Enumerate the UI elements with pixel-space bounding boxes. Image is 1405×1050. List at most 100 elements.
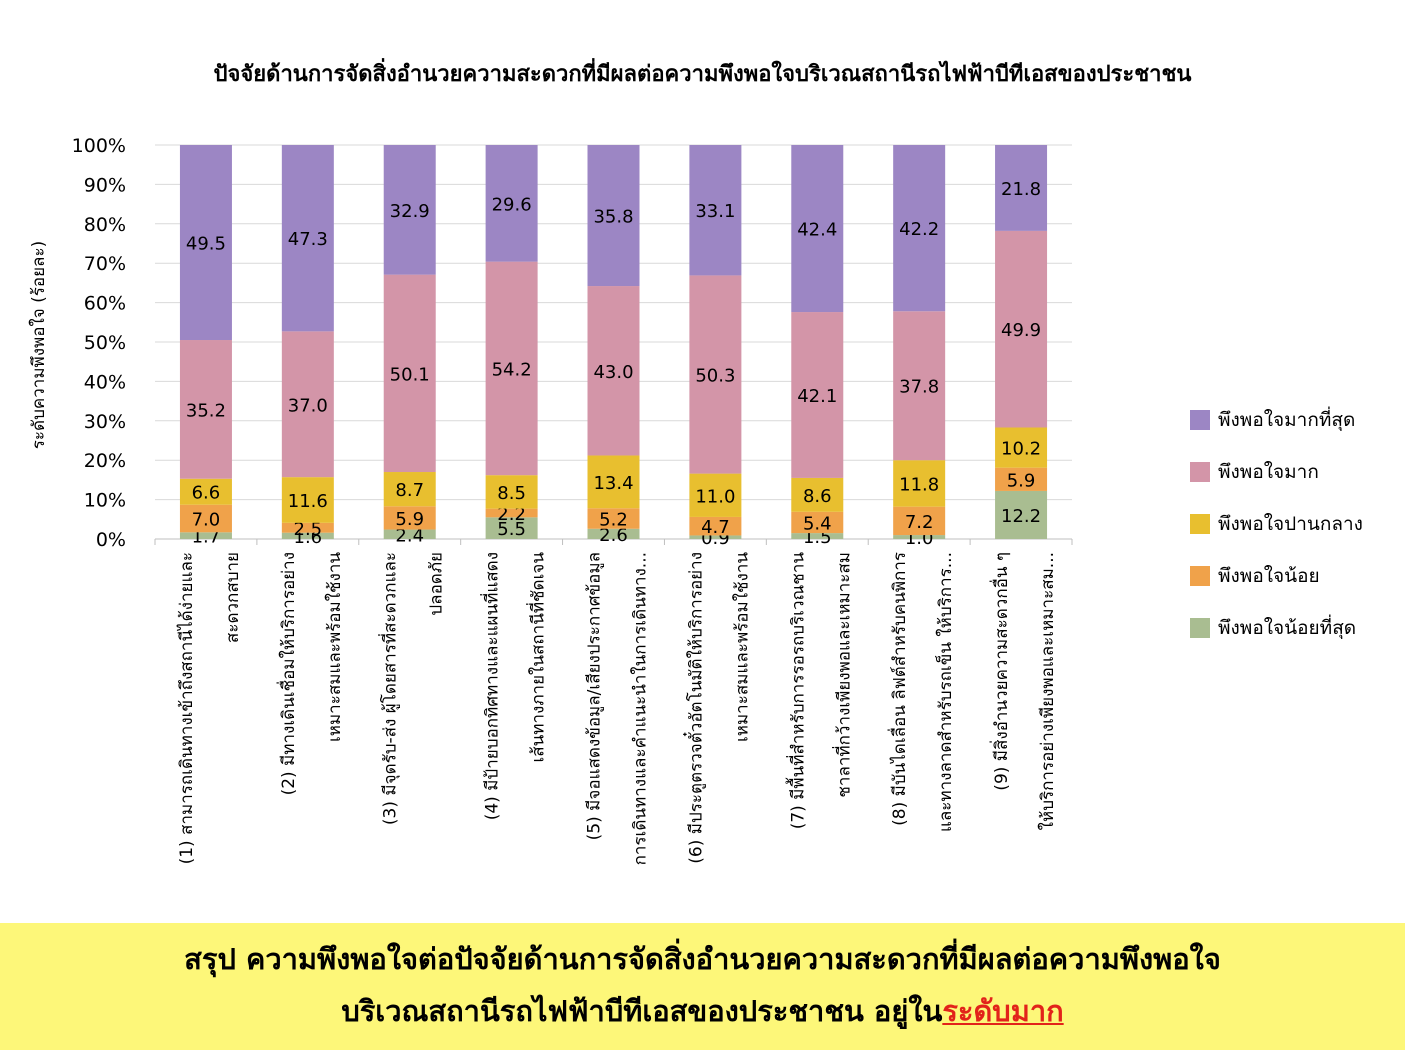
data-label: 11.8	[899, 474, 939, 495]
x-tick-label: ให้บริการอย่างเพียงพอและเหมาะสม...	[1037, 552, 1058, 830]
legend-item-very-satisfied: พึงพอใจมาก	[1190, 446, 1400, 498]
data-label: 10.2	[1001, 439, 1041, 460]
data-label: 49.9	[1001, 320, 1041, 341]
x-tick-label: (7) มีพื้นที่สำหรับการรอรถบริเวณชาน	[785, 552, 808, 830]
bar-segment	[689, 275, 742, 474]
summary-line-1: สรุป ความพึงพอใจต่อปัจจัยด้านการจัดสิ่งอ…	[184, 942, 1221, 976]
summary-text: บริเวณสถานีรถไฟฟ้าบีทีเอสของประชาชน อยู่…	[341, 994, 943, 1028]
bar-segment	[383, 274, 436, 473]
legend-item-moderate: พึงพอใจปานกลาง	[1190, 498, 1400, 550]
bar-segment	[893, 145, 946, 312]
legend-swatch-moderate	[1190, 514, 1210, 534]
data-label: 43.0	[593, 362, 633, 383]
y-tick-label: 50%	[84, 332, 126, 354]
data-label: 42.2	[899, 219, 939, 240]
x-tick-label: (9) มีสิ่งอำนวยความสะดวกอื่น ๆ	[989, 552, 1012, 791]
data-label: 11.0	[695, 486, 735, 507]
bar-segment	[485, 517, 538, 539]
bar-segment	[383, 472, 436, 507]
bar-segment	[281, 331, 334, 478]
bar-segment	[383, 145, 436, 275]
data-label: 21.8	[1001, 179, 1041, 200]
summary-highlight: ระดับมาก	[942, 994, 1064, 1028]
bar-segment	[383, 529, 436, 539]
x-tick-label: เหมาะสมและพร้อมใช้งาน	[324, 552, 345, 742]
legend-swatch-very-satisfied	[1190, 462, 1210, 482]
data-label: 8.5	[497, 483, 526, 504]
x-tick-label: (4) มีป้ายบอกทิศทางและแผนที่แสดง	[480, 552, 503, 820]
chart-legend: พึงพอใจมากที่สุด พึงพอใจมาก พึงพอใจปานกล…	[1190, 394, 1400, 654]
y-tick-label: 20%	[84, 450, 126, 472]
data-label: 42.4	[797, 220, 837, 241]
summary-banner: สรุป ความพึงพอใจต่อปัจจัยด้านการจัดสิ่งอ…	[0, 923, 1405, 1050]
x-tick-label: (6) มีประตูตรวจตั๋วอัตโนมัติให้บริการอย่…	[683, 552, 707, 864]
legend-swatch-most-satisfied	[1190, 410, 1210, 430]
data-label: 37.0	[288, 395, 328, 416]
x-tick-label: (1) สามารถเดินทางเข้าถึงสถานีได้ง่ายและ	[176, 552, 197, 864]
data-label: 42.1	[797, 386, 837, 407]
y-tick-label: 40%	[84, 371, 126, 393]
y-tick-label: 10%	[84, 490, 126, 512]
legend-label: พึงพอใจมากที่สุด	[1218, 409, 1356, 431]
data-label: 6.6	[192, 483, 221, 504]
bar-segment	[179, 145, 232, 341]
bar-segment	[995, 467, 1048, 491]
bar-segment	[179, 478, 232, 505]
data-label: 50.3	[695, 366, 735, 387]
data-label: 5.5	[497, 519, 526, 540]
data-label: 5.2	[599, 510, 628, 531]
bar-segment	[485, 508, 538, 518]
y-tick-label: 80%	[84, 214, 126, 236]
data-label: 13.4	[593, 473, 633, 494]
data-label: 11.6	[288, 491, 328, 512]
legend-swatch-least	[1190, 618, 1210, 638]
bar-segment	[995, 230, 1048, 428]
bar-segment	[485, 145, 538, 262]
bar-segment	[383, 506, 436, 530]
bar-segment	[995, 490, 1048, 539]
bar-segment	[995, 145, 1048, 231]
data-label: 5.9	[395, 509, 424, 530]
legend-item-most-satisfied: พึงพอใจมากที่สุด	[1190, 394, 1400, 446]
data-label: 2.2	[497, 504, 526, 525]
bar-segment	[689, 535, 742, 539]
data-label: 2.6	[599, 525, 628, 546]
x-tick-label: เส้นทางภายในสถานีที่ชัดเจน	[526, 552, 549, 763]
bar-segment	[281, 477, 334, 523]
data-label: 5.9	[1007, 470, 1036, 491]
data-label: 8.6	[803, 486, 832, 507]
legend-item-least: พึงพอใจน้อยที่สุด	[1190, 602, 1400, 654]
data-label: 12.2	[1001, 506, 1041, 527]
x-tick-label: เหมาะสมและพร้อมใช้งาน	[731, 552, 752, 742]
x-tick-label: (3) มีจุดรับ-ส่ง ผู้โดยสารที่สะดวกและ	[378, 552, 401, 825]
y-tick-label: 100%	[72, 135, 126, 157]
x-tick-label: การเดินทางและคำแนะนำในการเดินทาง...	[630, 552, 651, 865]
bar-segment	[791, 312, 844, 478]
legend-label: พึงพอใจน้อยที่สุด	[1218, 617, 1357, 639]
bar-segment	[587, 528, 640, 539]
data-label: 4.7	[701, 517, 730, 538]
data-label: 8.7	[395, 480, 424, 501]
bar-segment	[791, 533, 844, 539]
bar-segment	[689, 473, 742, 517]
data-label: 32.9	[390, 201, 430, 222]
data-label: 35.2	[186, 400, 226, 421]
y-tick-label: 60%	[84, 293, 126, 315]
data-label: 29.6	[492, 194, 532, 215]
data-label: 7.2	[905, 512, 934, 533]
data-label: 50.1	[390, 364, 430, 385]
bar-segment	[791, 145, 844, 313]
legend-label: พึงพอใจน้อย	[1218, 565, 1320, 587]
bar-segment	[995, 427, 1048, 468]
summary-line-2: บริเวณสถานีรถไฟฟ้าบีทีเอสของประชาชน อยู่…	[0, 985, 1405, 1037]
y-tick-label: 30%	[84, 411, 126, 433]
bar-segment	[587, 455, 640, 509]
bar-segment	[587, 145, 640, 287]
x-tick-label: และทางลาดสำหรับรถเข็น ให้บริการ...	[934, 552, 956, 832]
x-tick-label: ปลอดภัย	[427, 552, 447, 616]
bar-segment	[281, 145, 334, 332]
bar-segment	[281, 532, 334, 539]
legend-label: พึงพอใจมาก	[1218, 461, 1319, 483]
data-label: 47.3	[288, 229, 328, 250]
bar-segment	[485, 475, 538, 509]
